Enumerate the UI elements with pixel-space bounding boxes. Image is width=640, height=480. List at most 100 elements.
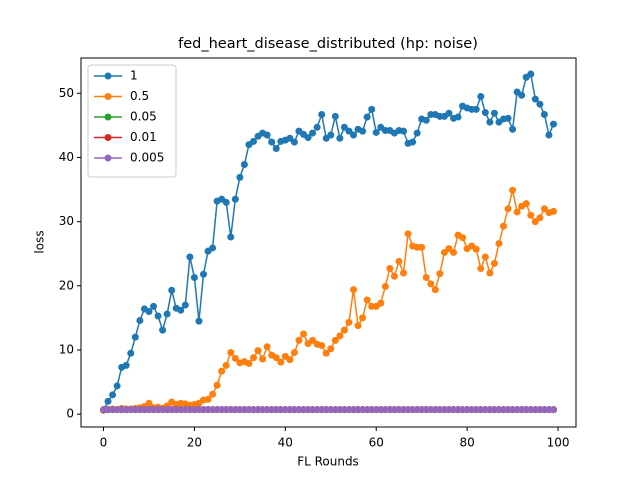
point bbox=[504, 205, 512, 213]
point bbox=[386, 264, 394, 272]
y-axis-label: loss bbox=[33, 230, 47, 253]
point bbox=[213, 381, 221, 389]
point bbox=[331, 112, 339, 120]
point bbox=[536, 100, 544, 108]
legend-marker bbox=[104, 113, 112, 121]
point bbox=[272, 144, 280, 152]
point bbox=[400, 127, 407, 135]
point bbox=[190, 273, 198, 281]
point bbox=[490, 259, 498, 267]
point bbox=[486, 118, 494, 126]
x-axis-label: FL Rounds bbox=[297, 455, 359, 469]
point bbox=[495, 239, 503, 247]
legend-label: 0.05 bbox=[130, 110, 157, 124]
y-tick-label: 30 bbox=[59, 214, 74, 228]
point bbox=[350, 286, 357, 294]
point bbox=[209, 390, 217, 398]
x-tick-label: 60 bbox=[369, 436, 384, 450]
point bbox=[377, 299, 385, 307]
point bbox=[481, 253, 489, 261]
point bbox=[504, 114, 512, 122]
point bbox=[200, 270, 207, 278]
point bbox=[195, 317, 203, 325]
point bbox=[527, 211, 535, 219]
point bbox=[154, 312, 162, 320]
point bbox=[490, 109, 498, 117]
point bbox=[122, 361, 130, 369]
legend-marker bbox=[104, 72, 112, 80]
point bbox=[113, 382, 121, 390]
point bbox=[422, 116, 430, 124]
point bbox=[336, 134, 344, 142]
point bbox=[522, 200, 530, 208]
point bbox=[372, 128, 380, 136]
point bbox=[413, 129, 421, 137]
chart-title: fed_heart_disease_distributed (hp: noise… bbox=[178, 36, 478, 52]
point bbox=[363, 296, 371, 304]
point bbox=[359, 127, 367, 135]
point bbox=[277, 358, 285, 366]
point bbox=[322, 349, 330, 357]
point bbox=[186, 253, 194, 261]
point bbox=[236, 173, 244, 181]
point bbox=[250, 137, 257, 145]
legend-label: 0.5 bbox=[130, 89, 149, 103]
point bbox=[209, 244, 217, 252]
point bbox=[340, 326, 348, 334]
point bbox=[550, 406, 557, 414]
point bbox=[240, 161, 248, 169]
point bbox=[231, 195, 239, 203]
point bbox=[227, 233, 235, 241]
point bbox=[363, 113, 371, 121]
point bbox=[290, 138, 298, 146]
point bbox=[509, 125, 517, 133]
point bbox=[290, 349, 298, 357]
point bbox=[222, 361, 230, 369]
point bbox=[550, 120, 557, 128]
point bbox=[295, 336, 303, 344]
point bbox=[177, 306, 185, 314]
point bbox=[309, 129, 317, 137]
y-tick-label: 20 bbox=[59, 278, 74, 292]
point bbox=[245, 359, 253, 367]
legend-marker bbox=[104, 154, 112, 162]
point bbox=[272, 354, 280, 362]
point bbox=[222, 198, 230, 206]
point bbox=[486, 269, 494, 277]
point bbox=[145, 399, 153, 407]
point bbox=[318, 341, 326, 349]
plot-frame bbox=[80, 57, 577, 428]
x-tick-label: 100 bbox=[547, 436, 570, 450]
point bbox=[450, 248, 457, 256]
point bbox=[345, 318, 353, 326]
point bbox=[104, 397, 112, 405]
y-tick-label: 50 bbox=[59, 86, 74, 100]
point bbox=[300, 330, 307, 338]
point bbox=[454, 113, 462, 121]
point bbox=[327, 345, 335, 353]
point bbox=[404, 230, 412, 238]
point bbox=[500, 222, 507, 230]
legend-label: 0.005 bbox=[130, 151, 164, 165]
point bbox=[286, 356, 294, 364]
point bbox=[181, 301, 189, 309]
point bbox=[477, 264, 485, 272]
point bbox=[540, 110, 548, 118]
x-tick-label: 40 bbox=[278, 436, 293, 450]
point bbox=[459, 234, 467, 242]
legend-marker bbox=[104, 134, 112, 141]
point bbox=[227, 349, 235, 357]
point bbox=[422, 273, 430, 281]
point bbox=[518, 91, 526, 99]
point bbox=[513, 208, 521, 216]
point bbox=[359, 314, 367, 322]
point bbox=[231, 354, 239, 362]
point bbox=[263, 343, 271, 351]
point bbox=[531, 95, 539, 103]
point bbox=[159, 326, 167, 334]
point bbox=[168, 286, 176, 294]
point bbox=[431, 286, 439, 294]
point bbox=[131, 333, 139, 341]
point bbox=[254, 347, 262, 355]
